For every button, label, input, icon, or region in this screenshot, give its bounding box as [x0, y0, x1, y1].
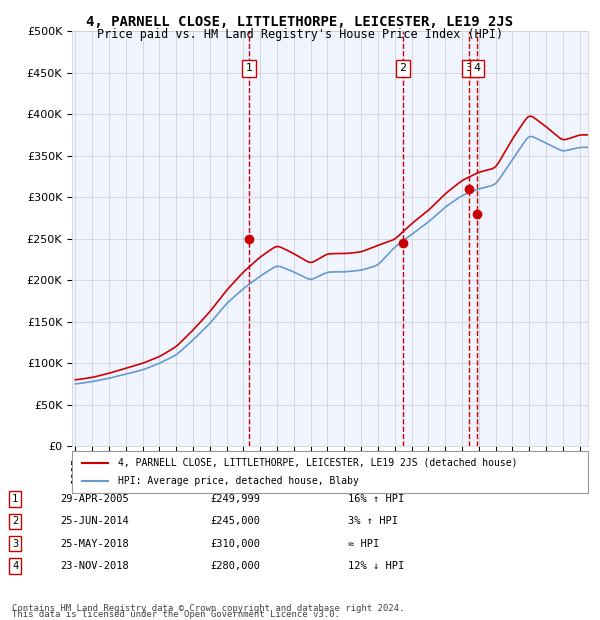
Text: 25-MAY-2018: 25-MAY-2018: [60, 539, 129, 549]
Text: 3% ↑ HPI: 3% ↑ HPI: [348, 516, 398, 526]
Text: 29-APR-2005: 29-APR-2005: [60, 494, 129, 504]
Text: 1: 1: [12, 494, 18, 504]
Text: HPI: Average price, detached house, Blaby: HPI: Average price, detached house, Blab…: [118, 476, 359, 486]
Text: £280,000: £280,000: [210, 561, 260, 571]
Text: 4: 4: [473, 63, 481, 73]
Text: 1: 1: [245, 63, 253, 73]
Text: 2: 2: [12, 516, 18, 526]
Text: £310,000: £310,000: [210, 539, 260, 549]
Text: 4, PARNELL CLOSE, LITTLETHORPE, LEICESTER, LE19 2JS (detached house): 4, PARNELL CLOSE, LITTLETHORPE, LEICESTE…: [118, 458, 518, 467]
Text: Price paid vs. HM Land Registry's House Price Index (HPI): Price paid vs. HM Land Registry's House …: [97, 28, 503, 41]
Text: 12% ↓ HPI: 12% ↓ HPI: [348, 561, 404, 571]
Text: 4: 4: [12, 561, 18, 571]
Text: ≈ HPI: ≈ HPI: [348, 539, 379, 549]
Text: £245,000: £245,000: [210, 516, 260, 526]
Text: 3: 3: [465, 63, 472, 73]
Text: This data is licensed under the Open Government Licence v3.0.: This data is licensed under the Open Gov…: [12, 609, 340, 619]
Text: 3: 3: [12, 539, 18, 549]
Text: 16% ↑ HPI: 16% ↑ HPI: [348, 494, 404, 504]
Text: 23-NOV-2018: 23-NOV-2018: [60, 561, 129, 571]
Text: 4, PARNELL CLOSE, LITTLETHORPE, LEICESTER, LE19 2JS: 4, PARNELL CLOSE, LITTLETHORPE, LEICESTE…: [86, 16, 514, 30]
Text: Contains HM Land Registry data © Crown copyright and database right 2024.: Contains HM Land Registry data © Crown c…: [12, 603, 404, 613]
Text: 25-JUN-2014: 25-JUN-2014: [60, 516, 129, 526]
Text: 2: 2: [399, 63, 406, 73]
Text: £249,999: £249,999: [210, 494, 260, 504]
